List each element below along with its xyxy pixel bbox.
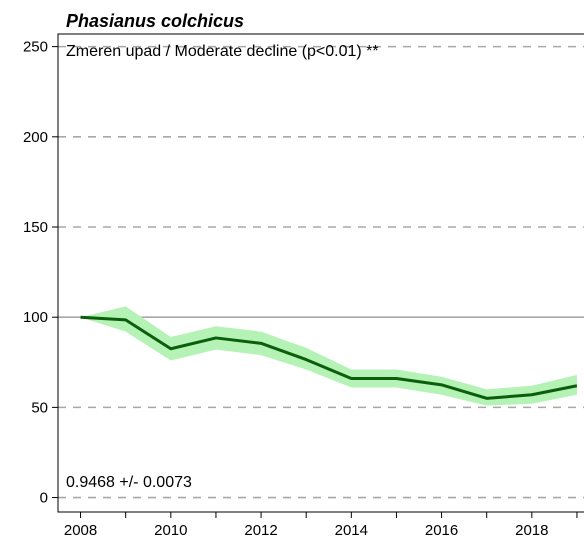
plot-frame [57, 33, 584, 513]
y-tick-label: 250 [23, 39, 48, 56]
gridlines [58, 45, 584, 499]
x-tick-label: 2016 [425, 522, 458, 539]
series-line-layer [80, 315, 578, 400]
chart-subtitle: Zmeren upad / Moderate decline (p<0.01) … [66, 43, 379, 60]
x-tick-label: 2018 [515, 522, 548, 539]
y-tick-label: 0 [40, 490, 48, 507]
x-tick-label: 2014 [335, 522, 368, 539]
confidence-band [80, 306, 577, 406]
plot-area [57, 33, 584, 513]
series-line [80, 315, 578, 400]
trend-annotation: 0.9468 +/- 0.0073 [66, 474, 192, 491]
y-tick-label: 100 [23, 309, 48, 326]
chart-title: Phasianus colchicus [66, 11, 244, 31]
y-tick-label: 50 [31, 399, 48, 416]
x-tick-label: 2008 [64, 522, 97, 539]
x-tick-label: 2012 [244, 522, 277, 539]
confidence-band-layer [80, 306, 577, 406]
x-tick-label: 2010 [154, 522, 187, 539]
y-tick-label: 200 [23, 129, 48, 146]
x-axis: 2008 2010 2012 2014 2016 2018 [64, 512, 578, 539]
y-axis: 0 50 100 150 200 250 [23, 39, 58, 507]
y-tick-label: 150 [23, 219, 48, 236]
